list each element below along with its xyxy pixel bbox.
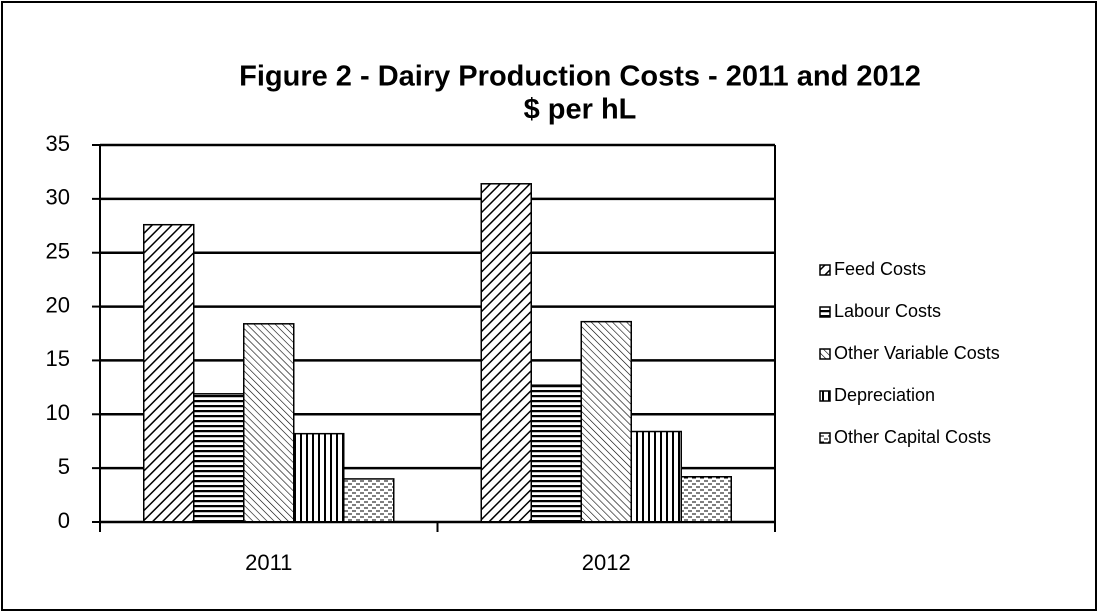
bar <box>580 320 632 523</box>
bar <box>680 476 732 523</box>
x-tick-label: 2011 <box>245 550 292 575</box>
bar <box>293 432 345 523</box>
y-tick-label: 25 <box>46 239 70 264</box>
y-tick-label: 35 <box>46 131 70 156</box>
legend-label: Labour Costs <box>834 301 941 321</box>
legend-label: Other Variable Costs <box>834 343 1000 363</box>
chart-subtitle: $ per hL <box>524 94 637 126</box>
y-tick-label: 0 <box>58 508 70 533</box>
legend-swatch <box>819 432 831 444</box>
legend-swatch <box>819 348 831 360</box>
chart-title: Figure 2 - Dairy Production Costs - 2011… <box>239 61 921 93</box>
bar <box>143 223 195 523</box>
legend-swatch <box>819 390 831 402</box>
legend-label: Depreciation <box>834 385 935 405</box>
bar <box>243 323 295 523</box>
legend-swatch <box>819 306 831 318</box>
bar <box>193 393 245 523</box>
y-tick-label: 15 <box>46 346 70 371</box>
x-tick-label: 2012 <box>582 550 631 575</box>
legend-label: Other Capital Costs <box>834 427 991 447</box>
y-tick-label: 10 <box>46 400 70 425</box>
bar <box>630 430 682 523</box>
legend-swatch <box>819 264 831 276</box>
y-tick-label: 5 <box>58 454 70 479</box>
bar <box>480 183 532 523</box>
bar <box>343 478 395 523</box>
legend-label: Feed Costs <box>834 259 926 279</box>
y-tick-label: 30 <box>46 185 70 210</box>
y-tick-label: 20 <box>46 292 70 317</box>
bar <box>530 384 582 523</box>
